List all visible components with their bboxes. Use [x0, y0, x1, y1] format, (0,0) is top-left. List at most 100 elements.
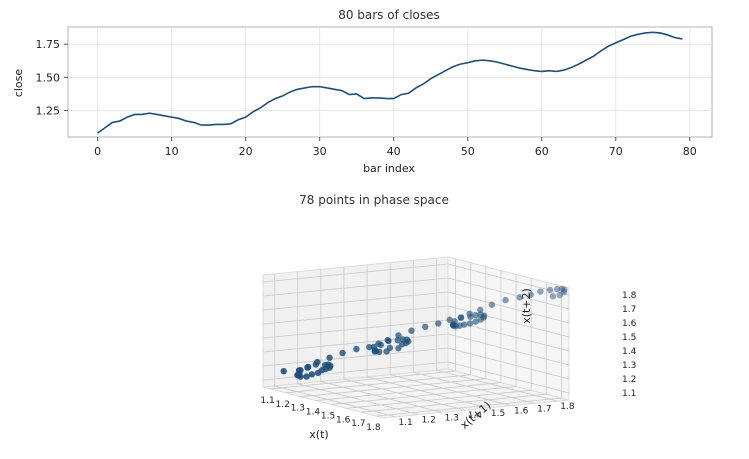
grid3d-line — [361, 393, 547, 413]
phase-ytick-label: 1.6 — [514, 407, 529, 417]
grid3d-line — [262, 347, 449, 367]
phase-ytick-label: 1.7 — [537, 404, 551, 414]
phase-ztick-label: 1.3 — [622, 361, 636, 371]
grid3d-line — [262, 361, 449, 381]
phase-xtick-label: 1.1 — [260, 396, 274, 406]
phase-point — [472, 312, 479, 319]
grid3d-line — [376, 397, 562, 417]
phase-point — [457, 314, 464, 321]
phase-xtick-label: 1.8 — [366, 423, 381, 433]
phase-ytick-label: 1.4 — [468, 411, 483, 421]
line-chart: 80 bars of closes 0 10 20 30 40 50 60 70 80 1.25 1… — [12, 8, 713, 175]
phase-chart-xlabel: x(t) — [309, 428, 328, 441]
grid3d-line — [447, 333, 570, 366]
phase-ztick-label: 1.8 — [622, 291, 637, 301]
line-chart-title: 80 bars of closes — [338, 8, 440, 22]
phase-point — [422, 323, 429, 330]
line-chart-ylabel: close — [12, 69, 25, 98]
phase-point — [472, 318, 479, 325]
phase-point — [339, 349, 346, 357]
side-pane — [262, 256, 449, 388]
line-chart-ytick-label: 1.50 — [36, 71, 61, 84]
phase-ztick-label: 1.1 — [622, 389, 636, 399]
grid3d-line — [447, 277, 570, 310]
phase-point — [353, 345, 360, 353]
phase-point — [549, 293, 557, 300]
grid3d-line — [343, 378, 466, 411]
phase-ztick-label: 1.4 — [622, 347, 637, 357]
phase-point — [502, 296, 509, 304]
grid3d-line — [320, 380, 442, 413]
phase-point — [435, 320, 442, 327]
phase-xtick-label: 1.3 — [291, 404, 305, 414]
phase-point — [408, 327, 415, 334]
phase-ytick-label: 1.1 — [398, 418, 412, 428]
phase-point — [553, 285, 561, 293]
line-chart-ticks: 0 10 20 30 40 50 60 70 80 1.25 1.50 1.75 — [36, 38, 697, 158]
phase-point — [303, 373, 310, 380]
phase-point — [516, 294, 523, 301]
phase-chart-title: 78 points in phase space — [299, 193, 449, 207]
phase-ztick-label: 1.6 — [622, 319, 637, 329]
grid3d-line — [262, 291, 449, 311]
phase-chart-ticks: 1.1 1.2 1.3 1.4 1.5 1.6 1.7 1.81.1 1.2 1.3 1.4 1.5 1… — [260, 291, 636, 433]
line-chart-ytick-label: 1.75 — [36, 38, 61, 51]
phase-point — [314, 369, 322, 377]
phase-xtick-label: 1.2 — [276, 400, 290, 410]
line-chart-xtick-label: 10 — [165, 145, 179, 158]
phase-point — [477, 316, 484, 323]
phase-point — [451, 318, 458, 325]
grid3d-line — [447, 361, 570, 394]
phase-point — [297, 367, 304, 374]
phase-ytick-label: 1.3 — [445, 413, 459, 423]
line-chart-xtick-label: 20 — [239, 145, 253, 158]
phase-point — [383, 348, 390, 355]
phase-point — [556, 291, 563, 299]
phase-point — [477, 306, 484, 314]
phase-chart-grid — [262, 258, 570, 418]
line-chart-grid — [68, 27, 712, 137]
phase-xtick-label: 1.5 — [321, 411, 335, 421]
phase-xtick-label: 1.6 — [336, 415, 351, 425]
phase-point — [446, 316, 453, 323]
phase-point — [558, 285, 565, 292]
line-chart-xlabel: bar index — [363, 162, 415, 175]
phase-point — [395, 332, 402, 339]
grid3d-line — [436, 369, 558, 402]
phase-space-chart: 78 points in phase space 1.1 1.2 1.3 1.4 1.5… — [260, 193, 636, 441]
grid3d-line — [262, 277, 449, 297]
phase-ztick-label: 1.2 — [622, 375, 636, 385]
grid3d-line — [447, 263, 570, 296]
grid3d-line — [447, 347, 570, 380]
phase-point — [370, 343, 378, 351]
grid3d-line — [366, 376, 489, 409]
phase-point — [326, 354, 333, 361]
line-chart-ytick-label: 1.25 — [36, 104, 61, 117]
phase-point — [560, 288, 568, 296]
line-chart-xtick-label: 70 — [609, 145, 623, 158]
grid3d-line — [270, 370, 456, 390]
grid3d-line — [297, 383, 419, 416]
phase-point — [304, 363, 312, 371]
line-chart-xtick-label: 60 — [535, 145, 549, 158]
grid3d-line — [447, 291, 570, 324]
line-chart-xtick-label: 0 — [94, 145, 101, 158]
line-chart-xtick-label: 30 — [313, 145, 327, 158]
line-chart-xtick-label: 50 — [461, 145, 475, 158]
phase-ytick-label: 1.8 — [560, 402, 575, 412]
grid3d-line — [413, 371, 535, 404]
line-chart-xtick-label: 80 — [683, 145, 697, 158]
phase-point — [366, 343, 373, 351]
grid3d-line — [262, 263, 449, 283]
phase-ytick-label: 1.2 — [422, 416, 436, 426]
phase-ztick-label: 1.5 — [622, 333, 636, 343]
grid3d-line — [262, 333, 449, 353]
phase-point — [546, 286, 554, 294]
phase-point — [384, 336, 391, 344]
phase-xtick-label: 1.7 — [351, 419, 365, 429]
phase-point — [395, 345, 402, 352]
phase-xtick-label: 1.4 — [306, 408, 321, 418]
phase-ztick-label: 1.7 — [622, 305, 636, 315]
phase-chart-points — [280, 285, 568, 380]
